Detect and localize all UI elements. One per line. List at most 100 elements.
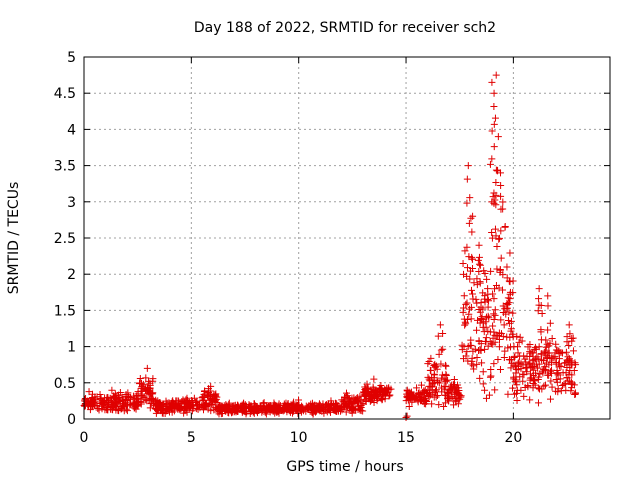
- data-point: [319, 404, 327, 412]
- data-point: [293, 407, 301, 415]
- data-point: [540, 365, 548, 373]
- y-tick-label: 5: [67, 50, 76, 66]
- data-point: [482, 394, 490, 402]
- x-tick-label: 15: [397, 430, 415, 446]
- data-point: [126, 393, 134, 401]
- data-point: [554, 388, 562, 396]
- data-point: [362, 393, 370, 401]
- data-point: [514, 349, 522, 357]
- data-point: [432, 393, 440, 401]
- data-point: [454, 381, 462, 389]
- data-point: [403, 386, 411, 394]
- data-point: [480, 328, 488, 336]
- data-point: [487, 365, 495, 373]
- data-point: [431, 360, 439, 368]
- data-point: [553, 378, 561, 386]
- data-point: [469, 212, 477, 220]
- data-point: [112, 406, 120, 414]
- data-point: [513, 332, 521, 340]
- data-point: [209, 395, 217, 403]
- data-point: [526, 352, 534, 360]
- y-tick-label: 4.5: [54, 86, 76, 102]
- data-point: [538, 309, 546, 317]
- data-point: [468, 228, 476, 236]
- data-point: [495, 329, 503, 337]
- data-point: [200, 397, 208, 405]
- data-point: [488, 229, 496, 237]
- data-point: [475, 337, 483, 345]
- data-point: [198, 394, 206, 402]
- data-point: [534, 384, 542, 392]
- data-point: [518, 337, 526, 345]
- data-point: [535, 295, 543, 303]
- data-point: [462, 352, 470, 360]
- data-point: [362, 384, 370, 392]
- data-point: [149, 375, 157, 383]
- data-point: [546, 395, 554, 403]
- data-point: [140, 394, 148, 402]
- data-point: [308, 409, 316, 417]
- data-point: [569, 347, 577, 355]
- data-point: [468, 255, 476, 263]
- data-point: [515, 338, 523, 346]
- chart-title: Day 188 of 2022, SRMTID for receiver sch…: [194, 20, 496, 36]
- y-tick-label: 0.5: [54, 376, 76, 392]
- data-point: [164, 405, 172, 413]
- data-point: [376, 385, 384, 393]
- data-point: [427, 367, 435, 375]
- data-point: [555, 362, 563, 370]
- data-point: [467, 315, 475, 323]
- x-tick-label: 10: [290, 430, 308, 446]
- data-point: [509, 384, 517, 392]
- data-point: [490, 103, 498, 111]
- data-point: [468, 286, 476, 294]
- data-point: [571, 390, 579, 398]
- data-point: [497, 227, 505, 235]
- data-point: [467, 303, 475, 311]
- data-point: [538, 356, 546, 364]
- data-point: [548, 335, 556, 343]
- data-point: [501, 223, 509, 231]
- data-point: [505, 319, 513, 327]
- data-point: [503, 263, 511, 271]
- data-point: [444, 389, 452, 397]
- data-point: [568, 361, 576, 369]
- data-point: [542, 352, 550, 360]
- data-point: [275, 400, 283, 408]
- data-point: [436, 321, 444, 329]
- data-point: [135, 397, 143, 405]
- data-point: [492, 166, 500, 174]
- data-point: [481, 345, 489, 353]
- data-point: [443, 395, 451, 403]
- data-point: [481, 292, 489, 300]
- data-point: [134, 401, 142, 409]
- data-point: [475, 260, 483, 268]
- data-point: [481, 386, 489, 394]
- x-tick-label: 0: [80, 430, 89, 446]
- data-point: [496, 336, 503, 344]
- data-point: [492, 281, 500, 289]
- data-point: [505, 277, 513, 285]
- data-point: [232, 403, 240, 411]
- data-point: [492, 71, 500, 79]
- data-point: [413, 384, 421, 392]
- data-point: [228, 406, 236, 414]
- data-point: [447, 385, 455, 393]
- data-point: [489, 322, 497, 330]
- data-point: [496, 266, 504, 274]
- data-point: [519, 377, 527, 385]
- data-point: [404, 392, 412, 400]
- data-point: [484, 312, 492, 320]
- data-point: [348, 403, 356, 411]
- data-point: [477, 315, 485, 323]
- data-point: [86, 401, 94, 409]
- data-point: [143, 364, 151, 372]
- data-point: [182, 396, 190, 404]
- data-point: [463, 243, 471, 251]
- data-point: [504, 390, 512, 398]
- data-point: [381, 395, 389, 403]
- data-point: [547, 377, 555, 385]
- data-point: [510, 354, 518, 362]
- data-point: [490, 143, 498, 151]
- data-point: [542, 381, 550, 389]
